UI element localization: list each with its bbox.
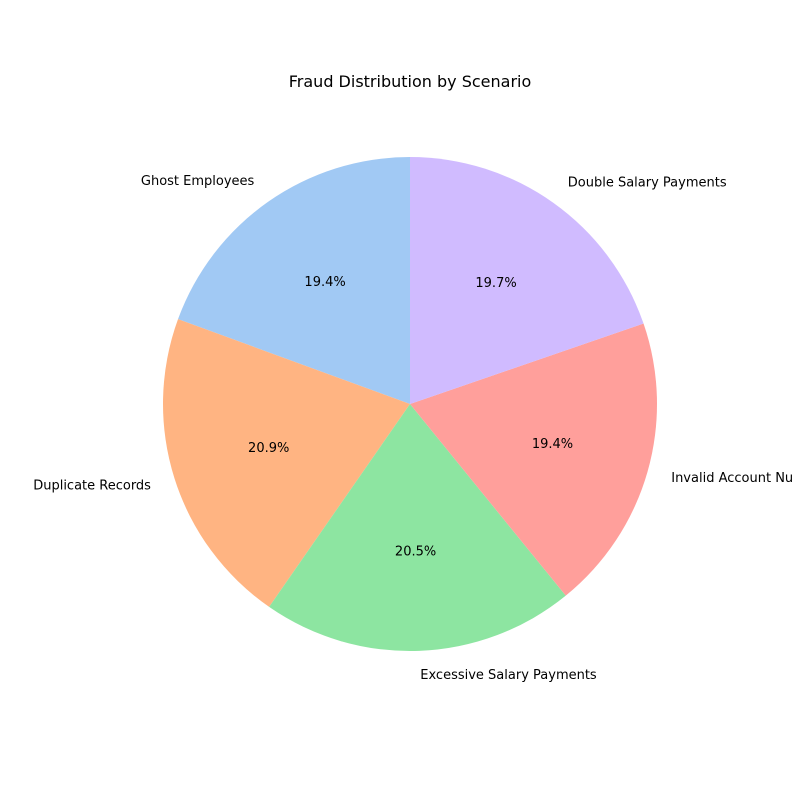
- pie-slices: [162, 157, 658, 652]
- percent-label-double-salary-payments: 19.7%: [475, 276, 516, 291]
- pie-slice-double-salary-payments: [410, 157, 644, 404]
- slice-label-duplicate-records: Duplicate Records: [33, 479, 151, 494]
- percent-label-excessive-salary-payments: 20.5%: [395, 545, 436, 560]
- pie-slice-duplicate-records: [162, 319, 410, 607]
- pie-slice-invalid-account-nu: [410, 323, 658, 596]
- percent-label-ghost-employees: 19.4%: [304, 275, 345, 290]
- slice-label-ghost-employees: Ghost Employees: [141, 174, 255, 189]
- percent-label-invalid-account-nu: 19.4%: [532, 437, 573, 452]
- pie-slice-excessive-salary-payments: [269, 404, 566, 652]
- slice-label-invalid-account-nu: Invalid Account Nu: [671, 471, 793, 486]
- pie-labels: Ghost Employees 19.4% Duplicate Records 20.…: [33, 174, 793, 683]
- slice-label-excessive-salary-payments: Excessive Salary Payments: [420, 668, 597, 683]
- pie-slice-ghost-employees: [178, 157, 410, 404]
- chart-title: Fraud Distribution by Scenario: [288, 72, 532, 91]
- percent-label-duplicate-records: 20.9%: [248, 441, 289, 456]
- slice-label-double-salary-payments: Double Salary Payments: [568, 175, 727, 190]
